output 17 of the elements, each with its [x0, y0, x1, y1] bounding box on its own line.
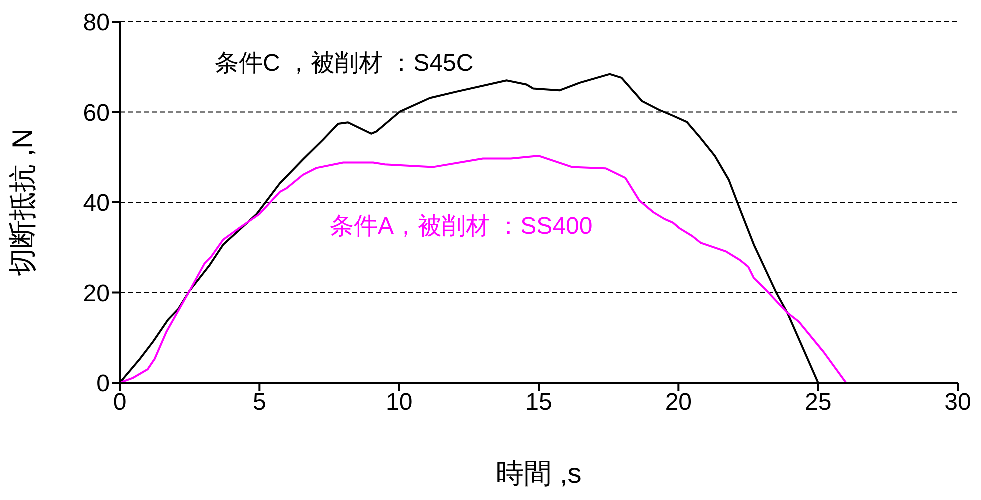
series-label: 条件C ，被削材 ：S45C [215, 49, 474, 79]
x-tick-label: 5 [252, 389, 266, 416]
x-tick-label: 15 [526, 389, 552, 416]
line-series [120, 155, 848, 383]
y-tick-label: 80 [83, 10, 110, 37]
x-axis-title: 時間 ,s [496, 458, 582, 489]
y-axis-title: 切断抵抗 ,N [6, 128, 38, 276]
x-tick-label: 0 [113, 389, 127, 416]
y-tick-label: 0 [96, 370, 110, 398]
x-tick-label: 25 [804, 389, 832, 416]
y-tick-label: 20 [83, 280, 110, 308]
y-tick-label: 40 [83, 190, 110, 218]
y-tick-label: 60 [83, 100, 110, 127]
series-label: 条件A，被削材 ：SS400 [330, 212, 593, 242]
x-tick-label: 30 [944, 389, 972, 416]
x-tick-label: 10 [386, 389, 413, 416]
x-tick-label: 20 [665, 389, 692, 416]
